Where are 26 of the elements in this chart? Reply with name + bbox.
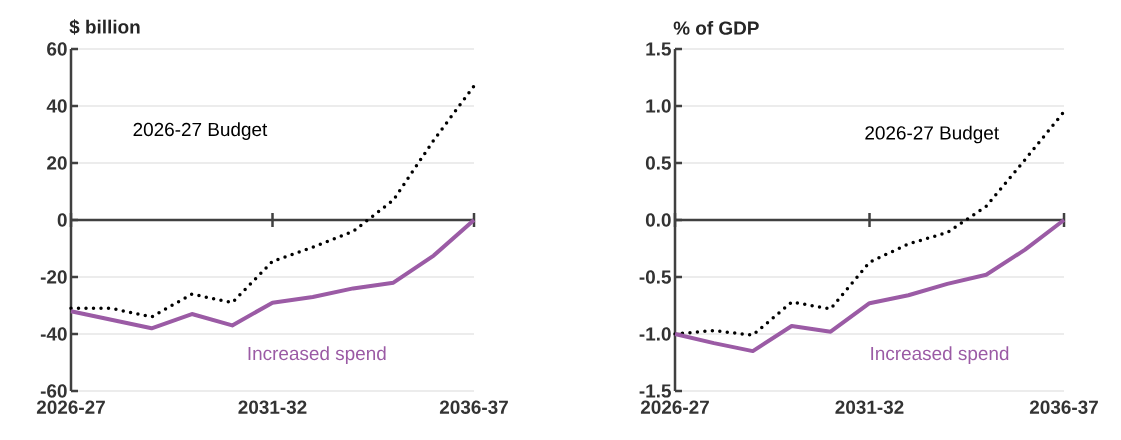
x-tick-label: 2036-37 (439, 400, 508, 414)
x-tick-label: 2026-27 (640, 400, 709, 414)
series-label: Increased spend (248, 346, 386, 364)
y-tick-label: 60 (47, 42, 67, 56)
y-tick-label: -60 (40, 384, 67, 398)
y-tick-label: 1.0 (646, 99, 671, 113)
x-tick-label: 2026-27 (36, 400, 105, 414)
y-tick-label: -20 (40, 270, 67, 284)
y-axis-title: $ billion (69, 19, 140, 35)
x-tick-label: 2031-32 (835, 400, 904, 414)
series-label: Increased spend (871, 346, 1009, 364)
y-tick-label: -0.5 (639, 270, 671, 284)
y-tick-label: 0.5 (645, 156, 671, 170)
x-tick-label: 2036-37 (1029, 400, 1098, 414)
x-tick-label: 2031-32 (238, 400, 307, 414)
y-tick-label: -40 (40, 327, 67, 341)
y-tick-label: 0.0 (645, 213, 671, 227)
y-tick-label: 1.5 (646, 42, 671, 56)
y-tick-label: 20 (47, 156, 67, 170)
y-tick-label: -1.5 (639, 384, 671, 398)
y-axis-title: % of GDP (673, 20, 759, 35)
text: 2026-27 Budget (133, 122, 268, 140)
series-label: 2026-27 Budget (865, 125, 999, 144)
y-tick-label: 0 (57, 213, 67, 227)
y-tick-label: 40 (46, 99, 67, 113)
y-tick-label: -1.0 (639, 327, 671, 341)
